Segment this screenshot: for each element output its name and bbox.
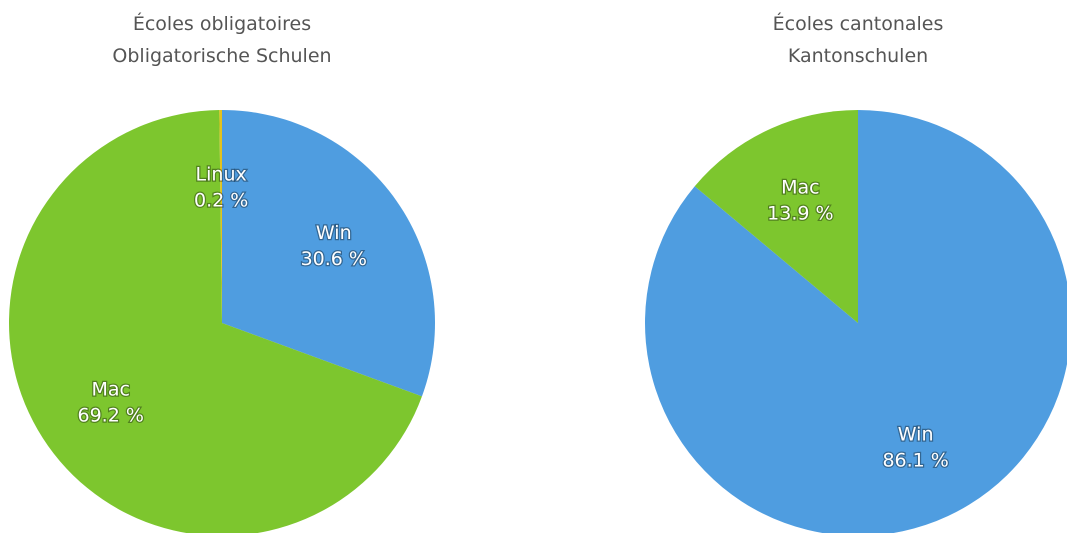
slice-label: Win (316, 222, 352, 244)
slice-label: Mac (781, 176, 819, 198)
chart-title: Écoles obligatoires (133, 12, 311, 35)
slice-label: Win (898, 424, 934, 446)
slice-value-label: 0.2 % (194, 190, 248, 212)
slice-value-label: 86.1 % (882, 450, 948, 472)
pie-slice (645, 110, 1067, 533)
pie-slice (219, 110, 222, 323)
pie-slice (9, 110, 422, 533)
slice-value-label: 13.9 % (767, 202, 833, 224)
slice-label: Linux (196, 164, 247, 186)
slice-value-label: 69.2 % (78, 405, 144, 427)
slice-label: Mac (91, 379, 129, 401)
chart-subtitle: Kantonschulen (788, 45, 928, 67)
chart-subtitle: Obligatorische Schulen (112, 45, 331, 67)
slice-value-label: 30.6 % (301, 248, 367, 270)
pie-slice (694, 110, 858, 323)
chart-title: Écoles cantonales (773, 12, 944, 35)
pie-slice (222, 110, 435, 397)
